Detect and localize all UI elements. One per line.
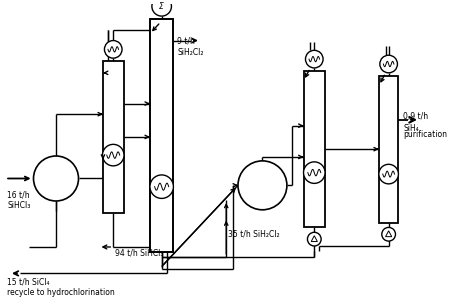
- Text: 0,9 t/h
SiH₄: 0,9 t/h SiH₄: [403, 112, 428, 133]
- Circle shape: [150, 175, 173, 199]
- Bar: [379, 76, 399, 223]
- Polygon shape: [311, 236, 318, 242]
- Circle shape: [152, 0, 172, 16]
- Text: 16 t/h
SiHCl₃: 16 t/h SiHCl₃: [7, 190, 30, 210]
- Bar: [103, 61, 124, 213]
- Bar: [303, 71, 325, 227]
- Circle shape: [380, 55, 397, 73]
- Polygon shape: [385, 231, 392, 237]
- Circle shape: [238, 161, 287, 210]
- Text: purification: purification: [403, 130, 447, 139]
- Circle shape: [382, 227, 395, 241]
- Text: 15 t/h SiCl₄
recycle to hydrochlorination: 15 t/h SiCl₄ recycle to hydrochlorinatio…: [7, 277, 115, 297]
- Circle shape: [102, 144, 124, 166]
- Text: 35 t/h SiH₂Cl₂: 35 t/h SiH₂Cl₂: [228, 229, 280, 238]
- Text: Σ: Σ: [159, 2, 164, 11]
- Circle shape: [379, 164, 399, 184]
- Circle shape: [104, 40, 122, 58]
- Text: 9 t/h
SiH₂Cl₂: 9 t/h SiH₂Cl₂: [177, 37, 204, 57]
- Circle shape: [308, 232, 321, 246]
- Text: 94 t/h SiHCl₃: 94 t/h SiHCl₃: [115, 249, 164, 258]
- Circle shape: [34, 156, 79, 201]
- Bar: [150, 19, 173, 252]
- Circle shape: [305, 50, 323, 68]
- Circle shape: [303, 162, 325, 183]
